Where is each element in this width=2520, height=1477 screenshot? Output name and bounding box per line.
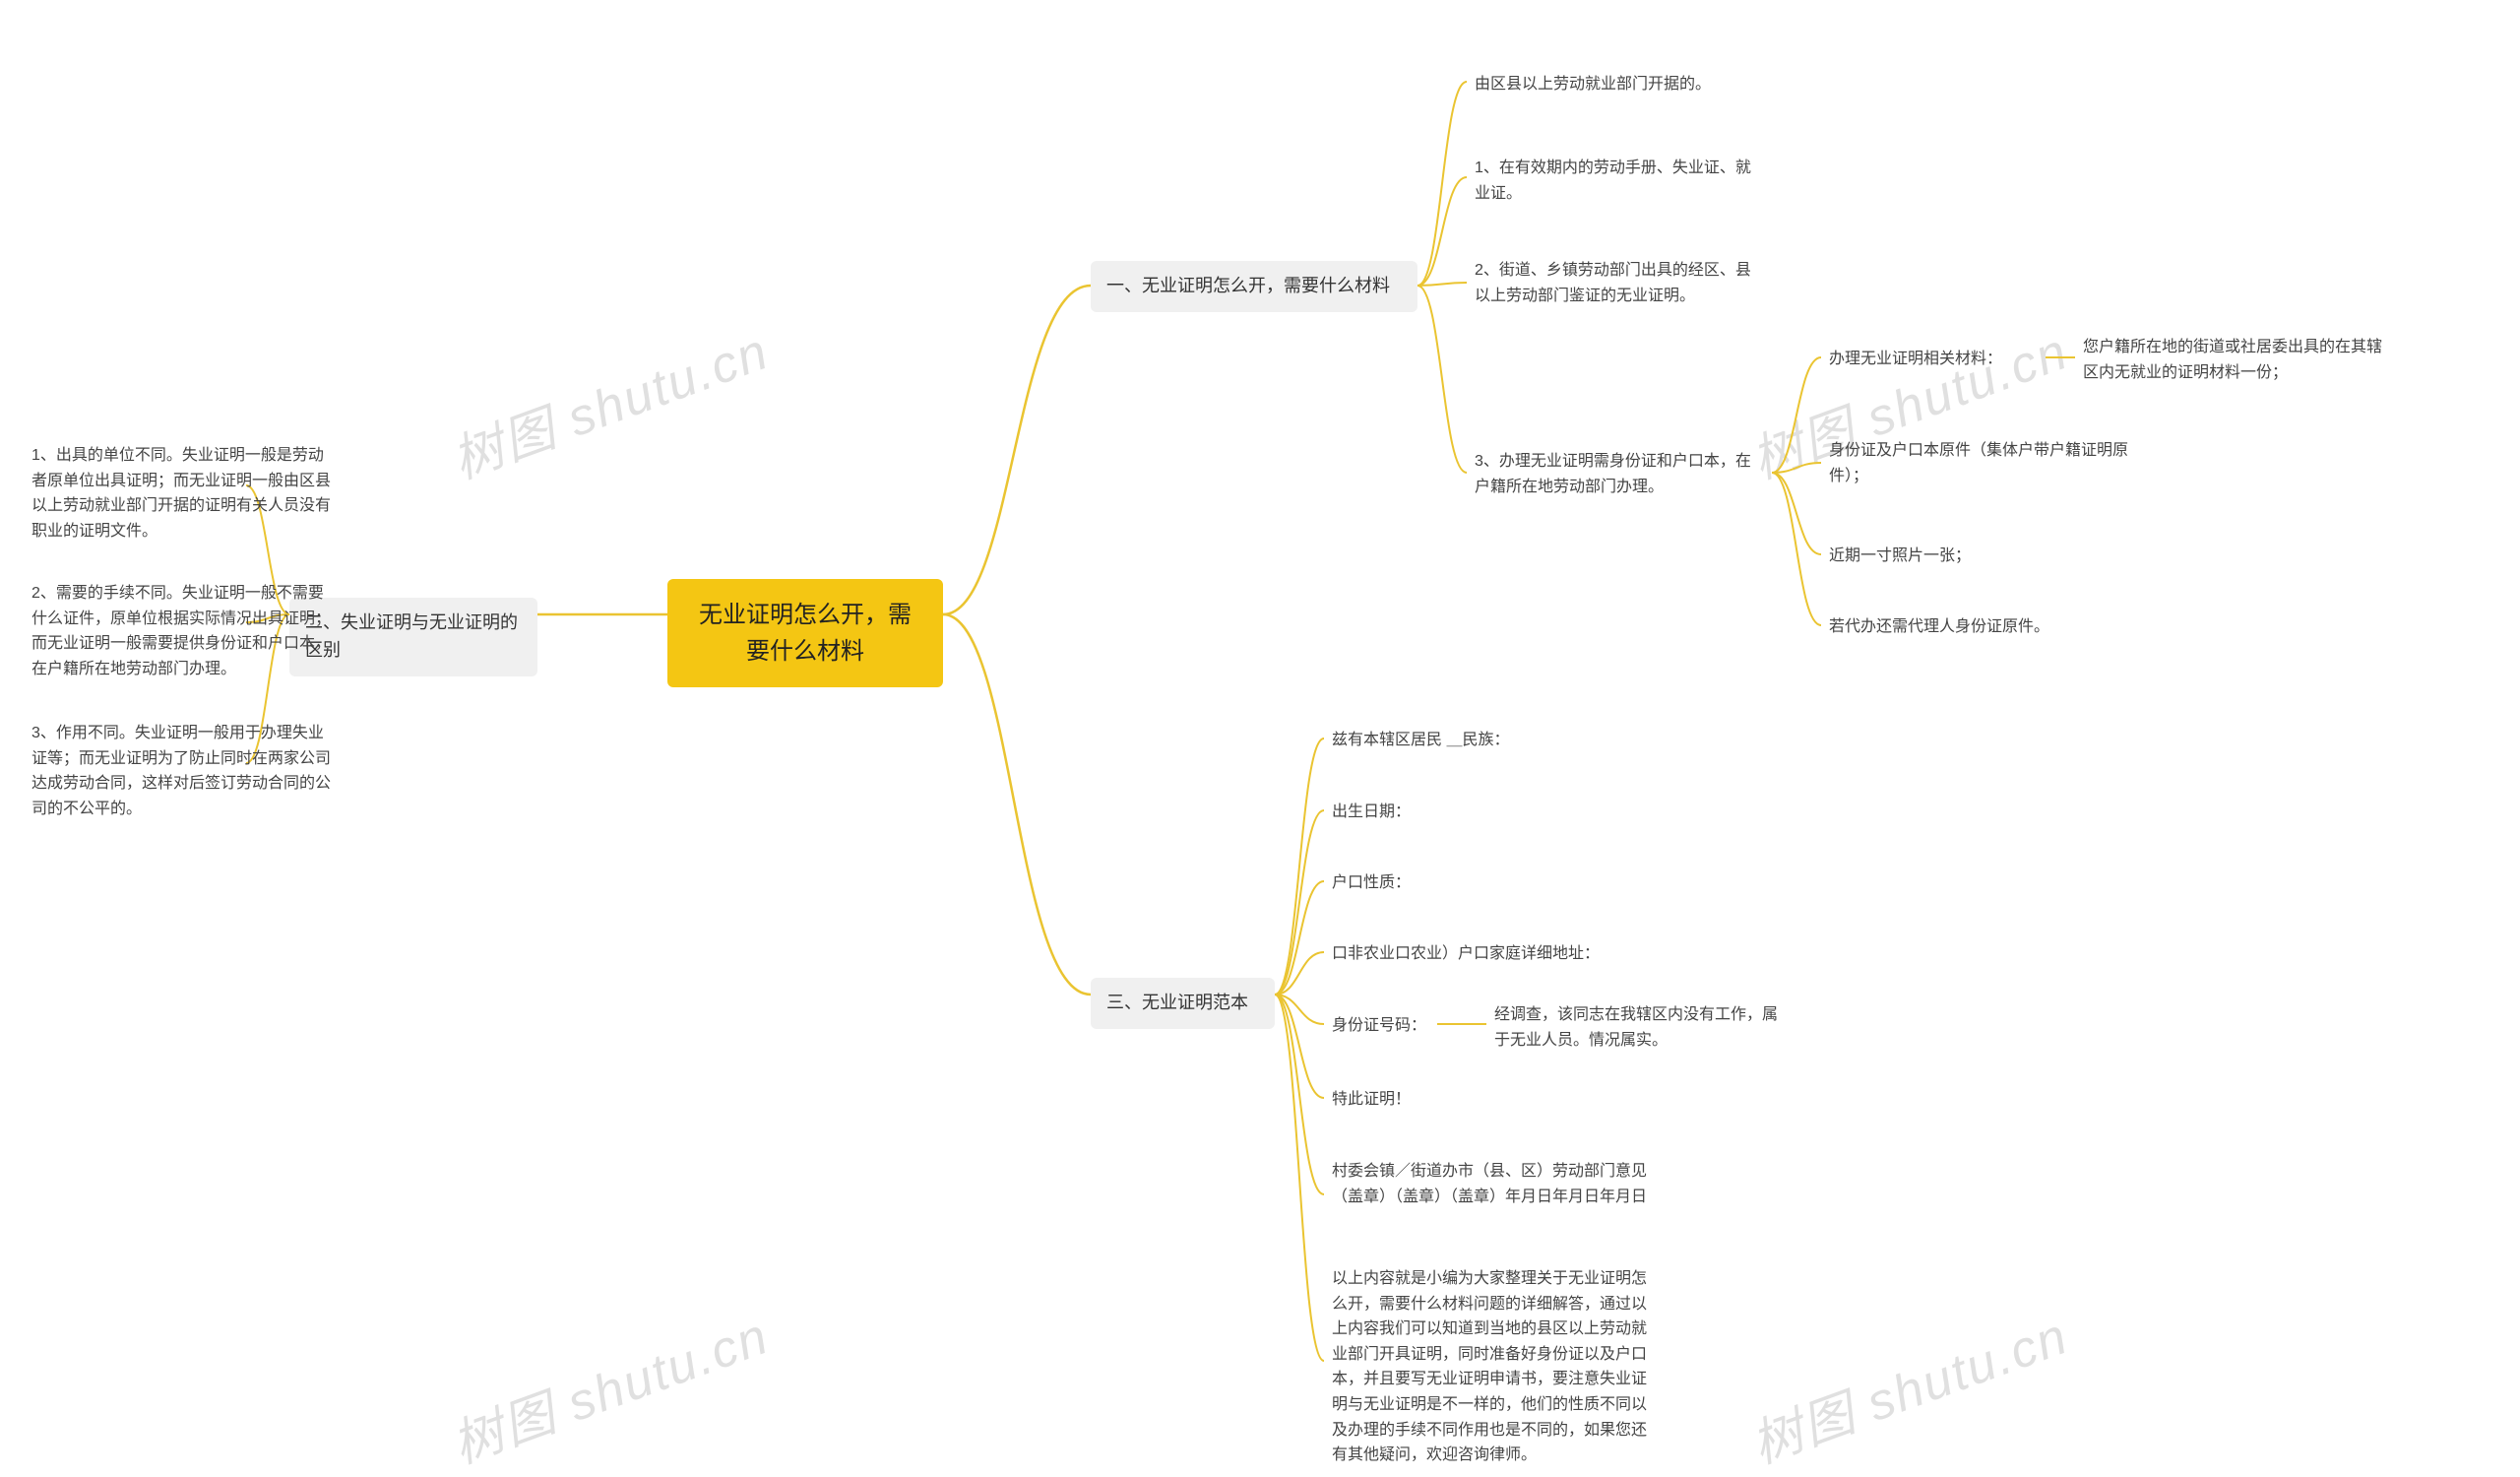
branch-3-child-7: 以上内容就是小编为大家整理关于无业证明怎么开，需要什么材料问题的详细解答，通过以… (1332, 1266, 1647, 1468)
branch-1-child-0: 由区县以上劳动就业部门开据的。 (1475, 72, 1760, 97)
watermark: 树图 shutu.cn (1739, 1295, 2076, 1477)
branch-3-child-5: 特此证明！ (1332, 1087, 1647, 1113)
branch-1-child-2: 2、街道、乡镇劳动部门出具的经区、县以上劳动部门鉴证的无业证明。 (1475, 258, 1760, 308)
branch-3-child-3: 口非农业口农业）户口家庭详细地址： (1332, 941, 1647, 967)
branch-1-child-1: 1、在有效期内的劳动手册、失业证、就业证。 (1475, 156, 1760, 206)
branch-2-child-0: 1、出具的单位不同。失业证明一般是劳动者原单位出具证明；而无业证明一般由区县以上… (32, 443, 332, 544)
connector-layer (0, 0, 2520, 1458)
branch-3-child-6: 村委会镇／街道办市（县、区）劳动部门意见（盖章）（盖章）（盖章）年月日年月日年月… (1332, 1159, 1647, 1209)
branch-3-child-4: 身份证号码： (1332, 1013, 1440, 1039)
branch-2-child-1: 2、需要的手续不同。失业证明一般不需要什么证件，原单位根据实际情况出具证明；而无… (32, 581, 332, 681)
branch-3: 三、无业证明范本 (1091, 978, 1275, 1029)
watermark: 树图 shutu.cn (440, 310, 777, 493)
branch-1-child-3: 3、办理无业证明需身份证和户口本，在户籍所在地劳动部门办理。 (1475, 449, 1760, 499)
branch-3-sub-id: 经调查，该同志在我辖区内没有工作，属于无业人员。情况属实。 (1494, 1002, 1790, 1053)
root-node: 无业证明怎么开，需要什么材料 (667, 579, 943, 687)
branch-2-child-2: 3、作用不同。失业证明一般用于办理失业证等；而无业证明为了防止同时在两家公司达成… (32, 721, 332, 821)
branch-1-sub-3: 若代办还需代理人身份证原件。 (1829, 614, 2134, 640)
branch-1-sub-0-value: 您户籍所在地的街道或社居委出具的在其辖区内无就业的证明材料一份； (2083, 335, 2388, 385)
branch-3-child-0: 兹有本辖区居民 ＿民族： (1332, 728, 1647, 753)
branch-1-sub-1: 身份证及户口本原件（集体户带户籍证明原件）； (1829, 438, 2134, 488)
branch-3-child-1: 出生日期： (1332, 800, 1647, 825)
branch-3-child-2: 户口性质： (1332, 870, 1647, 896)
branch-1: 一、无业证明怎么开，需要什么材料 (1091, 261, 1418, 312)
branch-1-sub-0-label: 办理无业证明相关材料： (1829, 347, 2041, 372)
branch-1-sub-2: 近期一寸照片一张； (1829, 544, 2134, 569)
watermark: 树图 shutu.cn (440, 1295, 777, 1477)
